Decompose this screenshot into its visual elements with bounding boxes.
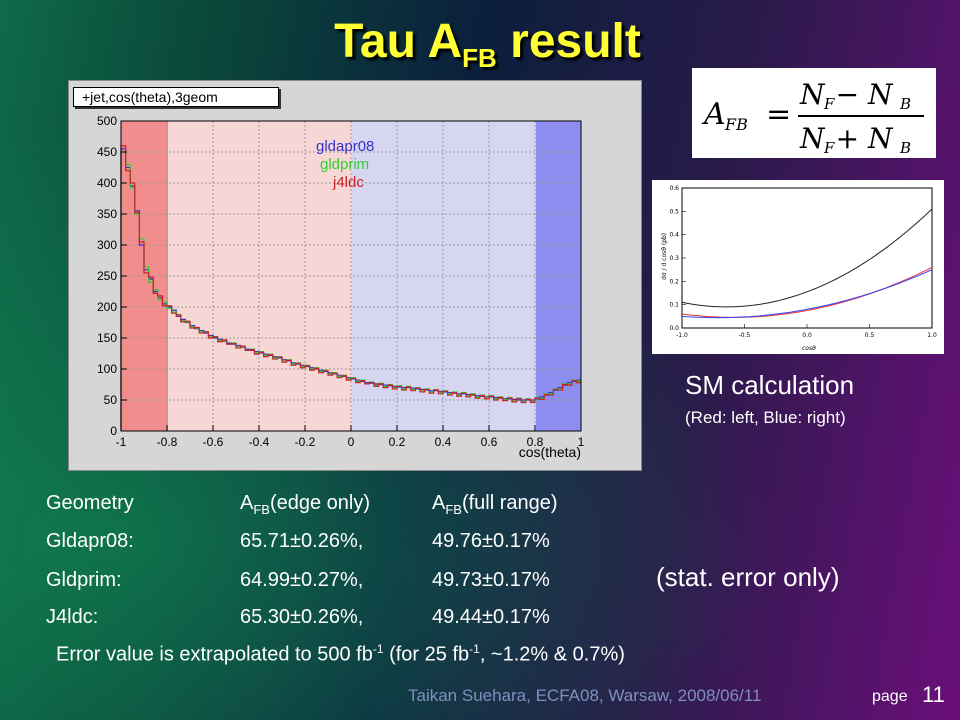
sm-x-label: cosθ (802, 345, 816, 352)
x-tick-label: 0 (348, 435, 355, 449)
row-full: 49.76±0.17% (432, 530, 550, 552)
header-full: AFB(full range) (432, 492, 558, 517)
x-tick-label: -0.4 (249, 435, 270, 449)
extrapolation-note: Error value is extrapolated to 500 fb-1 … (56, 642, 625, 666)
y-tick-label: 350 (97, 207, 117, 221)
legend-gldprim: gldprim (320, 156, 369, 173)
histogram-panel: 0 50 100 150 200 250 300 350 400 450 500 -1 -0.8 -0.… (68, 80, 642, 471)
row-edge: 65.30±0.26%, (240, 606, 364, 628)
x-tick-label: 0.8 (527, 435, 544, 449)
row-geom: J4ldc: (46, 606, 99, 628)
x-tick-label: -0.2 (295, 435, 316, 449)
x-tick-label: -1 (116, 435, 127, 449)
formula-lhs: A (701, 97, 726, 132)
x-tick-label: -0.6 (203, 435, 224, 449)
sm-x-tick-label: 0.0 (802, 332, 812, 339)
header-geometry: Geometry (46, 492, 134, 514)
sm-x-tick-label: -1.0 (676, 332, 688, 339)
formula-num-f: F (823, 95, 835, 113)
page-number: 11 (922, 682, 945, 707)
row-edge: 64.99±0.27%, (240, 569, 364, 591)
afb-formula: A FB = N − N F B N + N F B (692, 68, 936, 158)
title-main: Tau A (334, 15, 463, 68)
sm-calculation-plot: -1.0 -0.5 0.0 0.5 1.0 0.0 0.1 0.2 0.3 0.4 0.5 0.6 d… (652, 180, 944, 354)
slide-title: Tau AFB result (0, 14, 960, 74)
y-tick-label: 200 (97, 300, 117, 314)
sm-y-tick-label: 0.1 (669, 302, 679, 309)
formula-equals: = (766, 97, 791, 132)
formula-den-f: F (823, 139, 835, 157)
title-sub: FB (462, 43, 497, 73)
y-tick-label: 500 (97, 114, 117, 128)
formula-den-b: B (899, 139, 911, 157)
title-tail: result (496, 15, 641, 68)
sm-curve-total (681, 208, 933, 308)
sm-y-tick-label: 0.4 (669, 232, 679, 239)
sm-y-label: dσ / d cosθ (pb) (661, 233, 668, 280)
x-axis-label: cos(theta) (519, 444, 581, 460)
footer-credit: Taikan Suehara, ECFA08, Warsaw, 2008/06/… (408, 686, 762, 705)
sm-y-tick-label: 0.0 (669, 325, 679, 332)
row-geom: Gldprim: (46, 569, 122, 591)
formula-lhs-sub: FB (724, 115, 748, 134)
sm-y-tick-label: 0.2 (669, 278, 679, 285)
y-tick-label: 100 (97, 362, 117, 376)
x-tick-label: 0.2 (389, 435, 406, 449)
y-tick-label: 400 (97, 176, 117, 190)
sm-x-tick-label: -0.5 (739, 332, 751, 339)
y-tick-label: 0 (110, 424, 117, 438)
formula-denominator: N + N (799, 122, 894, 155)
sm-x-tick-label: 1.0 (927, 332, 937, 339)
x-tick-label: -0.8 (157, 435, 178, 449)
sm-x-tick-label: 0.5 (865, 332, 875, 339)
formula-num-b: B (899, 95, 911, 113)
y-tick-label: 150 (97, 331, 117, 345)
formula-numerator: N − N (799, 78, 894, 111)
row-full: 49.44±0.17% (432, 606, 550, 628)
plot-title-box: +jet,cos(theta),3geom (73, 87, 279, 107)
histogram-j4ldc (120, 145, 581, 431)
row-full: 49.73±0.17% (432, 569, 550, 591)
row-geom: Gldapr08: (46, 530, 134, 552)
histogram-chart: 0 50 100 150 200 250 300 350 400 450 500 -1 -0.8 -0.… (97, 114, 585, 460)
y-tick-label: 250 (97, 269, 117, 283)
y-tick-label: 450 (97, 145, 117, 159)
legend-j4ldc: j4ldc (332, 174, 364, 191)
x-tick-label: 0.6 (481, 435, 498, 449)
header-edge: AFB(edge only) (240, 492, 371, 517)
sm-y-tick-label: 0.5 (669, 208, 679, 215)
legend-gldapr08: gldapr08 (316, 138, 374, 155)
x-tick-label: 1 (578, 435, 585, 449)
sm-y-tick-label: 0.3 (669, 255, 679, 262)
stat-error-note: (stat. error only) (656, 562, 840, 592)
y-tick-label: 50 (104, 393, 118, 407)
row-edge: 65.71±0.26%, (240, 530, 364, 552)
sm-curve-right (681, 269, 933, 319)
page-label: page (872, 688, 908, 705)
sm-subtitle: (Red: left, Blue: right) (685, 408, 846, 427)
y-tick-label: 300 (97, 238, 117, 252)
sm-y-tick-label: 0.6 (669, 185, 679, 192)
sm-title: SM calculation (685, 370, 855, 400)
x-tick-label: 0.4 (435, 435, 452, 449)
